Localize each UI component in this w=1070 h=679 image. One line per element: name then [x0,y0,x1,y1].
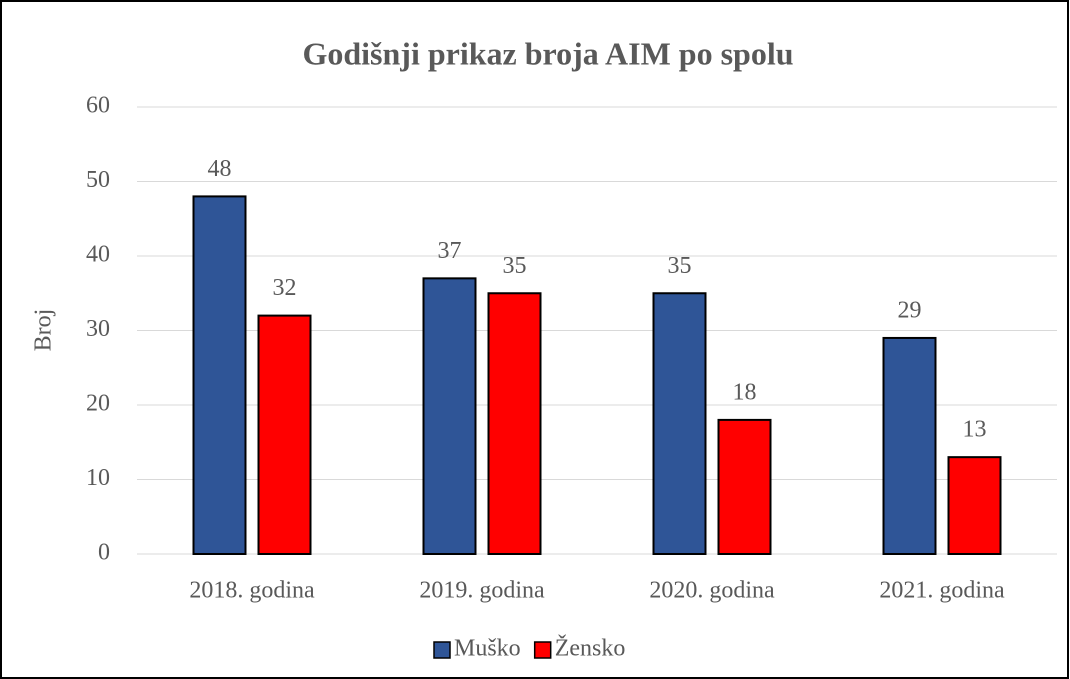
bar [947,456,1002,555]
x-tick-label: 2019. godina [419,578,545,604]
x-tick-label: 2020. godina [649,578,775,604]
chart-title: Godišnji prikaz broja AIM po spolu [302,35,793,71]
y-tick-label: 30 [86,316,110,342]
y-tick-label: 20 [86,391,110,417]
y-tick-label: 10 [86,465,110,491]
y-tick-label: 40 [86,242,110,268]
legend-label: Muško [454,636,521,662]
data-label: 37 [438,238,462,264]
data-label: 32 [273,275,297,301]
legend-swatch [533,641,552,659]
y-tick-label: 0 [98,540,110,566]
bar [257,314,312,555]
data-label: 29 [898,297,922,323]
data-label: 35 [668,253,692,279]
data-label: 18 [733,379,757,405]
x-tick-label: 2021. godina [879,578,1005,604]
legend-swatch [433,641,451,659]
bar [422,277,477,555]
bar [192,195,247,555]
data-label: 48 [208,156,232,182]
bar [487,292,542,555]
x-tick-label: 2018. godina [189,578,315,604]
y-tick-label: 50 [86,167,110,193]
y-tick-label: 60 [86,93,110,119]
y-axis-label: Broj [31,309,57,352]
bar [882,336,937,556]
legend-label: Žensko [555,636,626,662]
bar [652,292,707,555]
data-label: 13 [963,417,987,443]
bar [717,418,772,555]
data-label: 35 [503,253,527,279]
